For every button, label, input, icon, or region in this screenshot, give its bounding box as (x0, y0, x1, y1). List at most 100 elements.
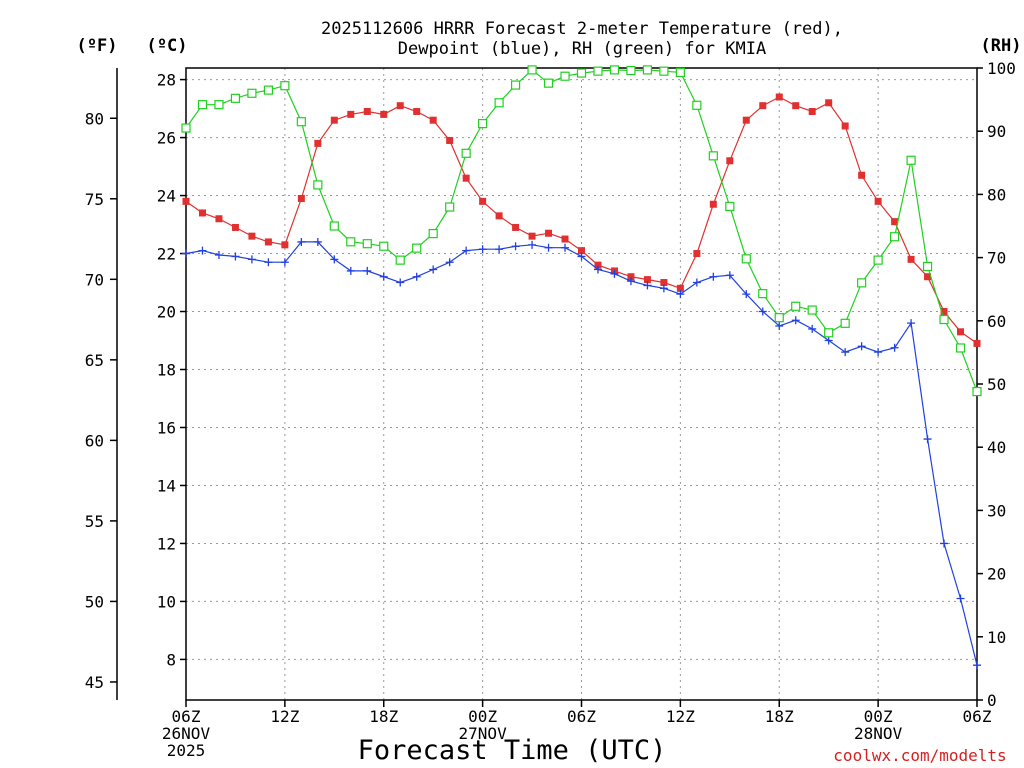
rh-marker (428, 228, 438, 239)
fahrenheit-axis: 45 50 55 60 65 70 75 80 (85, 109, 117, 692)
celsius-tick-label: 28 (157, 71, 176, 90)
rh-marker (263, 85, 273, 95)
rh-marker (642, 65, 653, 75)
rh-marker (346, 237, 356, 247)
rh-marker (593, 66, 603, 76)
credit-text: coolwx.com/modelts (833, 746, 1006, 765)
dewpoint-marker (478, 245, 487, 254)
celsius-tick-label: 10 (157, 592, 176, 611)
rh-marker (560, 71, 570, 81)
dewpoint-marker (330, 255, 339, 264)
celsius-tick-label: 14 (157, 476, 176, 495)
dewpoint-marker (231, 252, 240, 261)
rh-marker (758, 289, 768, 299)
rh-marker (576, 68, 587, 78)
dewpoint-marker (857, 342, 866, 351)
temperature-marker (380, 110, 388, 118)
temperature-marker (924, 273, 932, 281)
rh-marker (972, 386, 982, 397)
temperature-marker (578, 247, 585, 255)
dewpoint-marker (973, 661, 981, 670)
temperature-marker (297, 194, 305, 202)
chart-title-line-2: Dewpoint (blue), RH (green) for KMIA (398, 39, 766, 59)
temperature-marker (248, 232, 256, 240)
dewpoint-marker (561, 243, 570, 252)
fahrenheit-tick-label: 75 (85, 190, 104, 209)
rh-marker (412, 243, 422, 253)
temperature-marker (231, 223, 239, 231)
chart-title-line-1: 2025112606 HRRR Forecast 2-meter Tempera… (321, 19, 843, 39)
temperature-marker (215, 215, 223, 223)
fahrenheit-unit-label: (ºF) (77, 36, 118, 56)
temperature-marker (413, 107, 421, 115)
dewpoint-marker (379, 272, 388, 281)
celsius-tick-label: 24 (157, 187, 176, 206)
rh-marker (840, 318, 850, 328)
dewpoint-marker (725, 271, 734, 280)
dewpoint-marker (544, 243, 553, 252)
rh-marker (725, 201, 735, 212)
time-tick-label: 12Z (270, 707, 299, 726)
temperature-marker (396, 102, 404, 110)
dewpoint-marker (198, 246, 207, 255)
temperature-marker (561, 235, 569, 243)
rh-marker (890, 232, 900, 242)
temperature-marker (891, 218, 899, 226)
dewpoint-marker (709, 272, 718, 281)
dewpoint-marker (956, 594, 965, 603)
rh-tick-label: 90 (987, 122, 1006, 141)
dewpoint-marker (182, 249, 190, 258)
rh-marker (543, 78, 554, 88)
temperature-marker (281, 241, 289, 249)
time-tick-label: 00Z (864, 707, 893, 726)
dewpoint-marker (462, 246, 471, 255)
rh-tick-label: 40 (987, 438, 1006, 457)
rh-marker (675, 67, 685, 78)
time-tick-label: 2025 (167, 741, 206, 760)
time-tick-label: 12Z (666, 707, 695, 726)
rh-marker (445, 202, 455, 212)
dewpoint-marker (511, 242, 520, 251)
temperature-marker (479, 197, 487, 205)
rh-marker (214, 100, 224, 110)
temperature-marker (957, 328, 965, 336)
rh-tick-label: 100 (987, 59, 1016, 78)
temperature-marker (495, 212, 503, 220)
rh-marker (181, 123, 191, 133)
time-tick-label: 06Z (172, 707, 201, 726)
rh-tick-label: 0 (987, 691, 997, 710)
dewpoint-marker (874, 348, 883, 357)
temperature-marker (330, 116, 338, 124)
temperature-marker (429, 116, 437, 124)
dewpoint-marker (346, 266, 355, 275)
rh-marker (510, 80, 521, 90)
rh-marker (329, 221, 339, 231)
x-axis-label: Forecast Time (UTC) (358, 735, 667, 766)
dewpoint-marker (610, 269, 619, 278)
temperature-marker (726, 157, 734, 165)
rh-tick-label: 10 (987, 628, 1006, 647)
dewpoint-marker (940, 539, 949, 548)
dewpoint-marker (923, 435, 932, 444)
time-tick-label: 26NOV (162, 724, 211, 743)
rh-unit-label: (RH) (981, 36, 1022, 56)
temperature-marker (841, 122, 849, 130)
celsius-tick-label: 12 (157, 534, 176, 553)
temperature-marker (594, 261, 602, 269)
rh-marker (857, 278, 867, 288)
temperature-marker (462, 174, 470, 182)
dewpoint-marker (841, 348, 850, 357)
dewpoint-marker (363, 266, 372, 275)
rh-tick-label: 20 (987, 565, 1006, 584)
temperature-marker (182, 197, 190, 205)
dewpoint-marker (577, 252, 586, 261)
temperature-marker (940, 308, 948, 316)
rh-marker (906, 155, 916, 165)
temperature-marker (792, 102, 800, 110)
temperature-marker (709, 200, 717, 208)
dewpoint-marker (280, 258, 289, 267)
dewpoint-marker (528, 240, 537, 249)
temperature-marker (907, 255, 915, 263)
rh-marker (774, 313, 784, 323)
celsius-tick-label: 20 (157, 303, 176, 322)
